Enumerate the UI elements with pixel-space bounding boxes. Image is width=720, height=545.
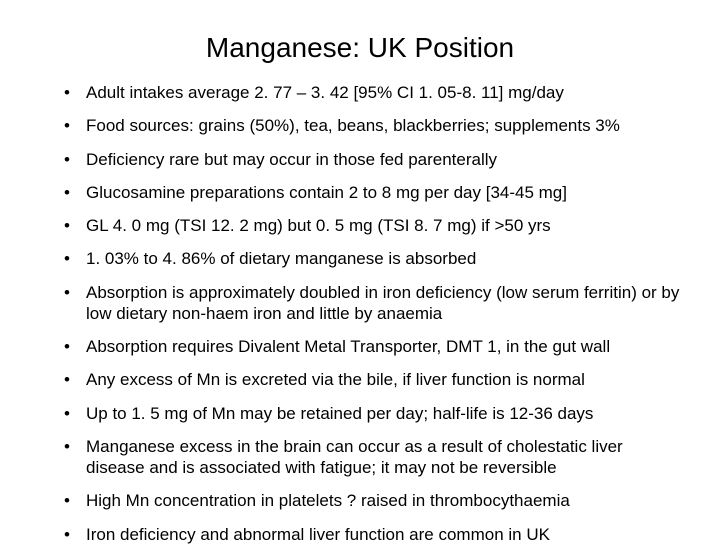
list-item: Adult intakes average 2. 77 – 3. 42 [95%… [64,82,680,103]
list-item: Deficiency rare but may occur in those f… [64,149,680,170]
bullet-list: Adult intakes average 2. 77 – 3. 42 [95%… [40,82,680,545]
list-item: Glucosamine preparations contain 2 to 8 … [64,182,680,203]
list-item: Food sources: grains (50%), tea, beans, … [64,115,680,136]
list-item: Iron deficiency and abnormal liver funct… [64,524,680,545]
list-item: High Mn concentration in platelets ? rai… [64,490,680,511]
slide-title: Manganese: UK Position [40,32,680,64]
list-item: GL 4. 0 mg (TSI 12. 2 mg) but 0. 5 mg (T… [64,215,680,236]
list-item: 1. 03% to 4. 86% of dietary manganese is… [64,248,680,269]
list-item: Up to 1. 5 mg of Mn may be retained per … [64,403,680,424]
slide: Manganese: UK Position Adult intakes ave… [0,0,720,540]
list-item: Absorption requires Divalent Metal Trans… [64,336,680,357]
list-item: Manganese excess in the brain can occur … [64,436,680,479]
list-item: Any excess of Mn is excreted via the bil… [64,369,680,390]
list-item: Absorption is approximately doubled in i… [64,282,680,325]
